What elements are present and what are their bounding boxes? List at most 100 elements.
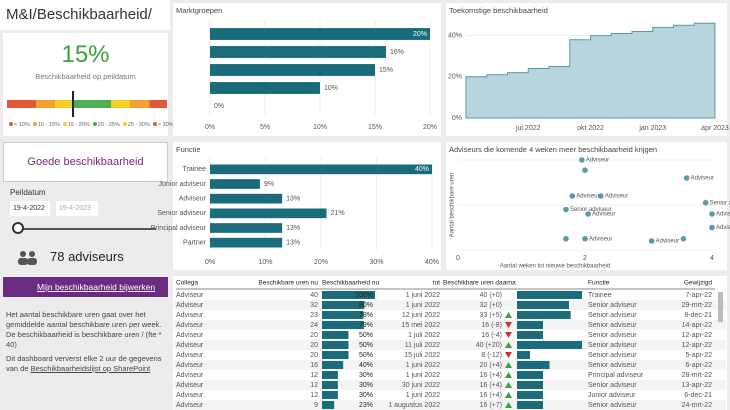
cell: Principal adviseur <box>588 372 644 379</box>
chart-title: Functie <box>176 145 201 154</box>
cell: 12-apr-22 <box>682 332 712 339</box>
point <box>585 211 591 217</box>
cell: 12 <box>310 392 318 399</box>
value-label: 0% <box>214 103 224 110</box>
cell: 1 juni 2022 <box>406 302 440 309</box>
cell: 32 (+0) <box>480 302 502 309</box>
value-label: 13% <box>286 225 300 232</box>
bar <box>210 237 283 248</box>
cell: Adviseur <box>176 392 204 399</box>
x-tick-label: 30% <box>369 259 383 266</box>
cell: 12 juni 2022 <box>402 312 440 319</box>
y-tick-label: 20% <box>448 74 462 81</box>
date-from[interactable]: 19-4-2022 <box>10 201 50 216</box>
cell: 1 augustus 2022 <box>388 402 440 409</box>
cell: 33 (+5) <box>480 312 502 319</box>
cell: 23% <box>359 402 373 409</box>
row-bg <box>174 380 726 390</box>
cell: 40 <box>310 292 318 299</box>
cell: Senior adviseur <box>588 312 637 319</box>
x-tick-label: jul 2022 <box>515 125 541 132</box>
point-label: Senior adviseur <box>570 207 612 213</box>
trend-icon <box>505 312 512 318</box>
bar <box>210 164 432 175</box>
scrollbar <box>718 292 723 322</box>
trend-icon <box>505 322 512 328</box>
x-tick-label: 0% <box>205 124 215 131</box>
cell: 6-apr-22 <box>686 362 713 369</box>
legend-item: 15 - 20% <box>62 122 90 128</box>
cell: Adviseur <box>176 402 204 409</box>
cell-bar <box>322 351 349 359</box>
y-tick-label: 40% <box>448 32 462 39</box>
date-to[interactable]: 19-4-2023 <box>56 201 98 216</box>
kpi-card: 15% Beschikbaarheid op peildatum < 10% 10… <box>3 33 174 136</box>
cell: Senior adviseur <box>588 382 637 389</box>
cell: Adviseur <box>176 302 204 309</box>
x-tick-label: okt 2022 <box>577 125 604 132</box>
sharepoint-link[interactable]: Beschikbaarheidslijst op SharePoint <box>30 364 151 373</box>
cell-bar <box>322 331 349 339</box>
row-bg <box>174 360 726 370</box>
legend-item: 10 - 15% <box>32 122 60 128</box>
advisor-count: 78 adviseurs <box>50 249 124 264</box>
x-tick-label: 2 <box>583 255 587 262</box>
cell: 100% <box>355 292 373 299</box>
cell: 20 (+4) <box>480 362 502 369</box>
value-label: 20% <box>413 31 427 38</box>
point <box>582 167 588 173</box>
update-button[interactable]: Mijn beschikbaarheid bijwerken <box>3 277 168 297</box>
filter-label: Peildatum <box>10 188 46 197</box>
gauge <box>7 100 167 108</box>
trend-icon <box>505 392 512 398</box>
cell: Adviseur <box>176 322 204 329</box>
status-label: Goede beschikbaarheid <box>27 156 144 168</box>
trend-icon <box>505 342 512 348</box>
cell: 78% <box>359 312 373 319</box>
slider-handle[interactable] <box>12 222 24 234</box>
x-tick-label: 20% <box>314 259 328 266</box>
value-label: 16% <box>390 49 404 56</box>
cell: 1 juni 2022 <box>406 292 440 299</box>
cell: Senior adviseur <box>588 332 637 339</box>
cell: Senior adviseur <box>588 342 637 349</box>
point-label: Senior adviseur <box>710 200 730 206</box>
x-tick-label: 20% <box>423 124 437 131</box>
point <box>648 238 655 244</box>
bar <box>210 82 320 94</box>
point-label: Adviseur <box>576 194 599 200</box>
point <box>709 224 715 231</box>
cell-bar <box>517 301 569 309</box>
point <box>569 193 576 199</box>
cell: Junior adviseur <box>588 392 636 399</box>
x-tick-label: apr 2023 <box>701 125 729 132</box>
cell: 8 (-12) <box>481 352 502 359</box>
value-label: 10% <box>324 85 338 92</box>
cell: 40 (+20) <box>476 342 502 349</box>
cell-bar <box>322 371 338 379</box>
cell: Adviseur <box>176 362 204 369</box>
kpi-legend: < 10% 10 - 15% 15 - 20% 20 - 25% 25 - 30% > 3… <box>9 122 174 128</box>
legend-label: 15 - 20% <box>67 122 90 128</box>
cell: 16 (-4) <box>481 332 502 339</box>
legend-dot <box>9 122 13 126</box>
cell-bar <box>517 331 543 339</box>
cell: 1 juni 2022 <box>406 392 440 399</box>
cell-bar <box>322 401 335 409</box>
cell: Adviseur <box>176 372 204 379</box>
column-header: tot <box>433 280 440 287</box>
cell-bar <box>322 301 365 309</box>
x-tick-label: 0 <box>456 255 460 262</box>
trend-icon <box>505 362 512 368</box>
cell-bar <box>322 321 364 329</box>
bar <box>210 193 283 204</box>
point-label: Adviseur <box>716 225 730 231</box>
x-tick-label: jan 2023 <box>638 125 666 132</box>
chart-title: Marktgroepen <box>176 6 222 15</box>
cell: Adviseur <box>176 312 204 319</box>
cell-bar <box>517 321 543 329</box>
legend-label: > 30% <box>157 122 174 128</box>
cell: 16 (+4) <box>480 392 502 399</box>
note-text: Dit dashboard ververst elke 2 uur de geg… <box>6 354 162 373</box>
legend-dot <box>152 122 157 126</box>
